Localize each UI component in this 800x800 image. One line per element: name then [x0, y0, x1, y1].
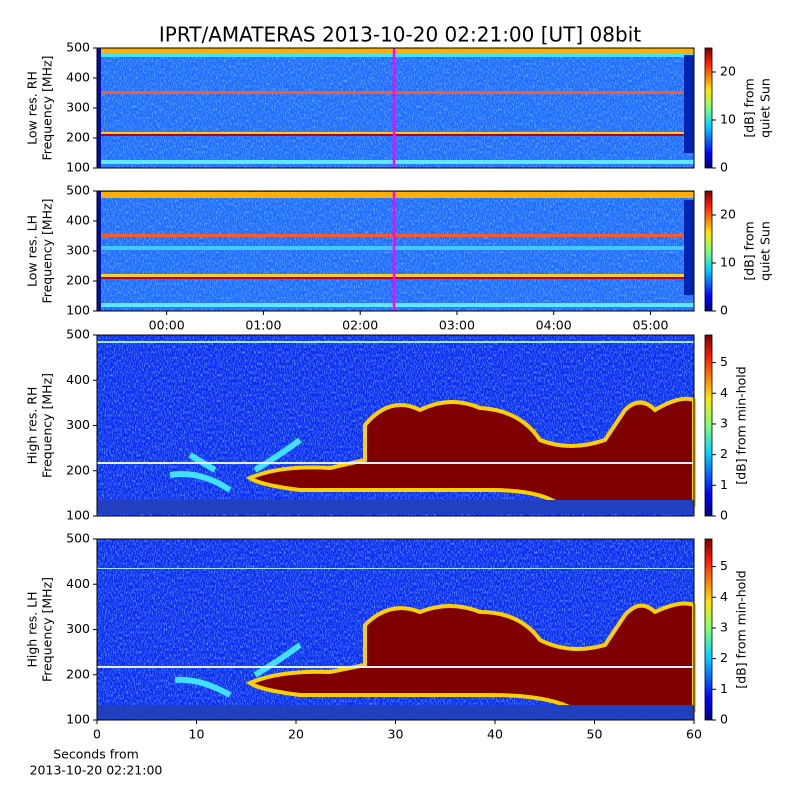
- colorbar-tick-label: 2: [720, 650, 728, 665]
- colorbar-tick-label: 3: [720, 415, 728, 430]
- x-tick-label: 01:00: [245, 318, 281, 333]
- colorbar-tick-label: 4: [720, 589, 728, 604]
- colorbar-tick-label: 20: [720, 64, 736, 79]
- colorbar-tick-label: 3: [720, 619, 728, 634]
- y-tick-label: 500: [66, 183, 90, 198]
- y-tick-label: 300: [66, 621, 90, 636]
- x-tick-label: 0: [93, 727, 101, 742]
- colorbar: [704, 47, 713, 169]
- colorbar-tick-label: 5: [720, 558, 728, 573]
- colorbar-label: [dB] from min-hold: [734, 570, 749, 688]
- y-tick-label: 100: [66, 508, 90, 523]
- y-axis-label: Frequency [MHz]: [40, 55, 55, 160]
- colorbar-tick-label: 0: [720, 508, 728, 523]
- spectrogram-image: [97, 539, 696, 720]
- y-tick-label: 400: [66, 70, 90, 85]
- y-tick-label: 100: [66, 712, 90, 727]
- y-tick-label: 500: [66, 531, 90, 546]
- colorbar-tick-label: 1: [720, 681, 728, 696]
- colorbar-label: [dB] from min-hold: [734, 366, 749, 484]
- colorbar-label: [dB] from: [742, 221, 757, 280]
- x-tick-label: 20: [288, 727, 304, 742]
- colorbar-tick-label: 2: [720, 446, 728, 461]
- colorbar-tick-label: 20: [720, 207, 736, 222]
- y-tick-label: 200: [66, 462, 90, 477]
- colorbar: [704, 190, 713, 312]
- y-axis-label: High res. LH: [25, 591, 40, 667]
- x-tick-label: 03:00: [439, 318, 475, 333]
- colorbar-label: quiet Sun: [758, 78, 773, 138]
- y-tick-label: 300: [66, 100, 90, 115]
- colorbar: [704, 334, 713, 517]
- colorbar-tick-label: 0: [720, 160, 728, 175]
- y-tick-label: 300: [66, 417, 90, 432]
- spectrogram-image: [97, 335, 696, 516]
- colorbar-tick-label: 10: [720, 255, 736, 270]
- y-tick-label: 100: [66, 303, 90, 318]
- colorbar-tick-label: 0: [720, 712, 728, 727]
- y-axis-label: Low res. RH: [25, 71, 40, 145]
- colorbar-tick-label: 0: [720, 303, 728, 318]
- y-axis-label: High res. RH: [25, 387, 40, 465]
- y-tick-label: 400: [66, 372, 90, 387]
- x-tick-label: 30: [388, 727, 404, 742]
- y-tick-label: 200: [66, 130, 90, 145]
- x-axis-label: 2013-10-20 02:21:00: [30, 763, 163, 778]
- y-tick-label: 500: [66, 327, 90, 342]
- y-tick-label: 200: [66, 273, 90, 288]
- y-tick-label: 400: [66, 576, 90, 591]
- colorbar-tick-label: 10: [720, 112, 736, 127]
- spectrogram-image: [97, 48, 694, 168]
- x-tick-label: 50: [587, 727, 603, 742]
- colorbar: [704, 538, 713, 721]
- x-axis-label: Seconds from: [53, 747, 139, 762]
- colorbar-tick-label: 5: [720, 354, 728, 369]
- y-tick-label: 500: [66, 40, 90, 55]
- x-tick-label: 10: [189, 727, 205, 742]
- x-tick-label: 60: [686, 727, 702, 742]
- colorbar-tick-label: 4: [720, 385, 728, 400]
- colorbar-tick-label: 1: [720, 477, 728, 492]
- y-axis-label: Low res. LH: [25, 215, 40, 287]
- colorbar-label: quiet Sun: [758, 221, 773, 281]
- spectrogram-image: [97, 191, 694, 311]
- colorbar-label: [dB] from: [742, 78, 757, 137]
- y-tick-label: 100: [66, 160, 90, 175]
- x-tick-label: 00:00: [149, 318, 185, 333]
- y-tick-label: 300: [66, 243, 90, 258]
- y-tick-label: 400: [66, 213, 90, 228]
- x-tick-label: 40: [487, 727, 503, 742]
- x-tick-label: 05:00: [632, 318, 668, 333]
- x-tick-label: 02:00: [342, 318, 378, 333]
- figure-title: IPRT/AMATERAS 2013-10-20 02:21:00 [UT] 0…: [159, 23, 641, 47]
- x-tick-label: 04:00: [536, 318, 572, 333]
- y-axis-label: Frequency [MHz]: [40, 577, 55, 682]
- y-tick-label: 200: [66, 666, 90, 681]
- y-axis-label: Frequency [MHz]: [40, 198, 55, 303]
- y-axis-label: Frequency [MHz]: [40, 373, 55, 478]
